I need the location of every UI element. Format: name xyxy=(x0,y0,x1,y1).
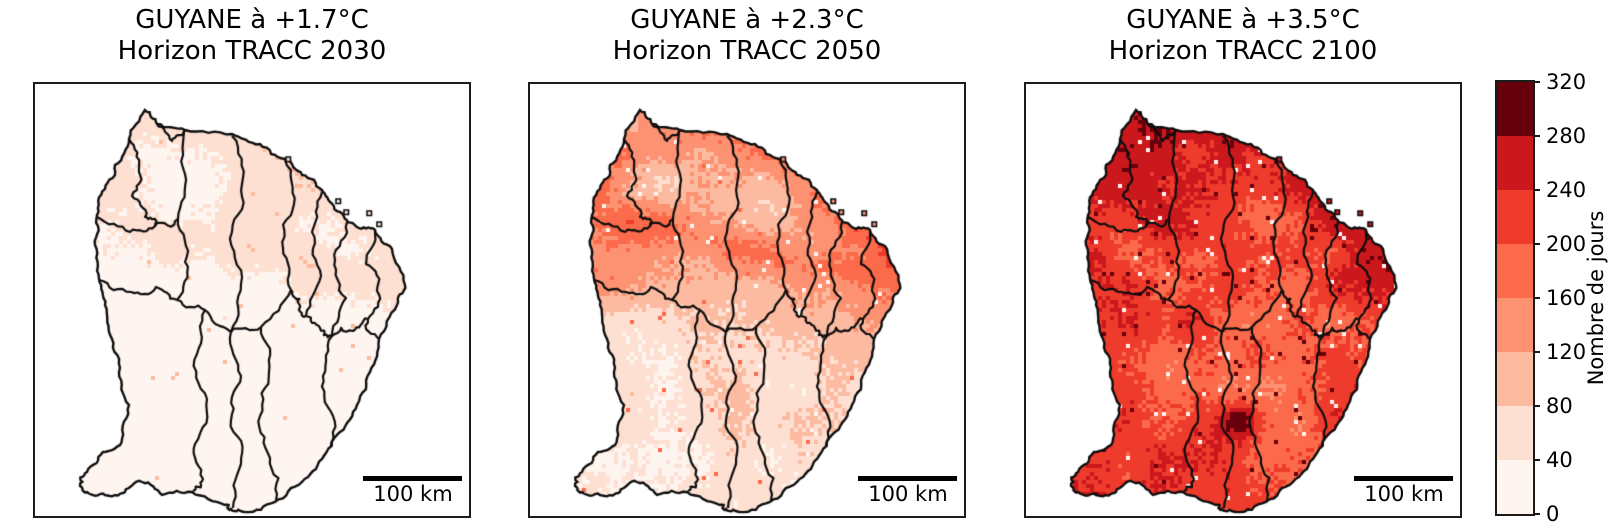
scalebar-label: 100 km xyxy=(868,482,948,506)
scalebar-label: 100 km xyxy=(373,482,453,506)
map-title-2100: GUYANE à +3.5°C Horizon TRACC 2100 xyxy=(1024,5,1462,67)
colorbar-tick-label: 80 xyxy=(1546,394,1573,418)
colorbar-tick-label: 120 xyxy=(1546,340,1587,364)
map-title-line2: Horizon TRACC 2030 xyxy=(117,36,387,66)
colorbar-tick xyxy=(1533,243,1540,245)
colorbar-tick xyxy=(1533,459,1540,461)
map-raster-2100 xyxy=(1026,84,1460,516)
colorbar-tick xyxy=(1533,513,1540,515)
colorbar-tick xyxy=(1533,189,1540,191)
colorbar-tick xyxy=(1533,405,1540,407)
scalebar-line xyxy=(363,476,462,481)
colorbar-tick-label: 40 xyxy=(1546,448,1573,472)
map-title-line1: GUYANE à +2.3°C xyxy=(630,5,864,35)
colorbar-tick-label: 200 xyxy=(1546,232,1587,256)
colorbar-tick-label: 240 xyxy=(1546,178,1587,202)
colorbar-segment xyxy=(1497,136,1533,190)
map-panel-2100: 100 km xyxy=(1024,82,1462,518)
colorbar-axis-label: Nombre de jours xyxy=(1584,210,1608,386)
colorbar-segment xyxy=(1497,406,1533,460)
colorbar-frame xyxy=(1495,80,1535,516)
map-raster-2030 xyxy=(35,84,469,516)
colorbar-segment xyxy=(1497,190,1533,244)
colorbar-tick xyxy=(1533,297,1540,299)
map-title-line1: GUYANE à +3.5°C xyxy=(1126,5,1360,35)
map-title-line1: GUYANE à +1.7°C xyxy=(135,5,369,35)
map-title-2050: GUYANE à +2.3°C Horizon TRACC 2050 xyxy=(528,5,966,67)
map-panel-2030: 100 km xyxy=(33,82,471,518)
scalebar-line xyxy=(858,476,957,481)
colorbar-segment xyxy=(1497,298,1533,352)
map-title-2030: GUYANE à +1.7°C Horizon TRACC 2030 xyxy=(33,5,471,67)
colorbar-tick xyxy=(1533,81,1540,83)
colorbar-tick xyxy=(1533,135,1540,137)
colorbar-segment xyxy=(1497,82,1533,136)
map-panel-2050: 100 km xyxy=(528,82,966,518)
colorbar-tick-label: 0 xyxy=(1546,502,1560,526)
map-raster-2050 xyxy=(530,84,964,516)
colorbar-tick-label: 160 xyxy=(1546,286,1587,310)
colorbar: 0 40 80 120 160 200 240 280 320 xyxy=(1495,70,1586,526)
colorbar-segment xyxy=(1497,352,1533,406)
colorbar-tick-label: 280 xyxy=(1546,124,1587,148)
scalebar-line xyxy=(1354,476,1453,481)
colorbar-segment xyxy=(1497,244,1533,298)
map-title-line2: Horizon TRACC 2050 xyxy=(612,36,882,66)
colorbar-tick xyxy=(1533,351,1540,353)
colorbar-tick-label: 320 xyxy=(1546,70,1587,94)
map-title-line2: Horizon TRACC 2100 xyxy=(1108,36,1378,66)
scalebar-label: 100 km xyxy=(1364,482,1444,506)
colorbar-segment xyxy=(1497,460,1533,514)
